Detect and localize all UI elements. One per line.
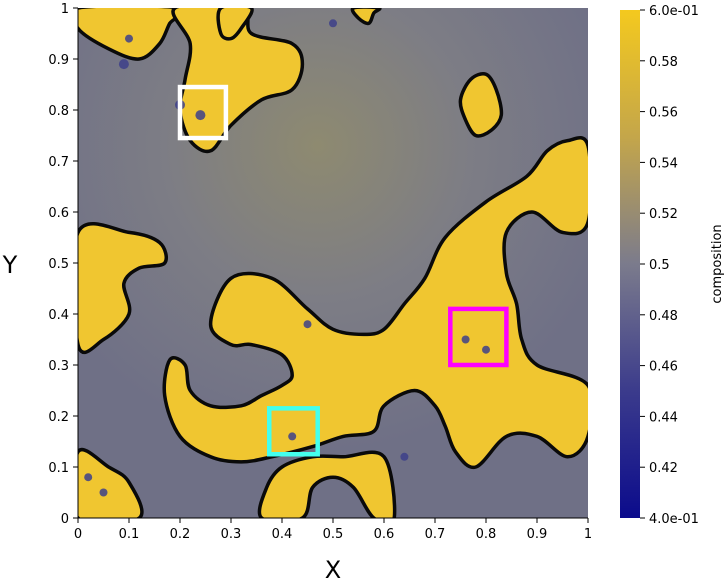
x-tick-label: 0 [74,527,82,542]
x-tick-label: 0.7 [425,527,446,542]
region-top-middle-blob [216,8,254,41]
y-tick-label: 0.5 [48,257,69,272]
colorbar-tick-label: 0.42 [649,461,678,476]
composition-dot [288,432,297,441]
composition-dot [195,110,206,121]
composition-dot [99,488,108,497]
colorbar-tick-label: 0.44 [649,410,678,425]
y-tick-label: 0 [61,512,69,527]
x-tick-label: 0.8 [476,527,497,542]
composition-dot [84,473,93,482]
y-tick-label: 0.2 [48,410,69,425]
region-left-mid-band [78,221,168,354]
y-tick-label: 1 [61,2,69,17]
colorbar-tick-label: 0.52 [649,207,678,222]
white-box [177,84,229,141]
y-tick-label: 0.1 [48,461,69,476]
plot-area [78,8,588,518]
composition-dot [118,59,129,70]
colorbar-tick-label: 0.46 [649,360,678,375]
colorbar-tick-label: 0.56 [649,106,678,121]
composition-dot [303,320,312,329]
phase-regions [78,8,588,518]
composition-dot [329,19,337,28]
colorbar-ticks: 6.0e-01 0.58 0.56 0.54 0.52 0.5 0.48 0.46 0.44 0.… [640,4,699,527]
x-tick-label: 0.3 [221,527,242,542]
highlight-boxes [177,84,509,457]
y-tick-label: 0.8 [48,104,69,119]
colorbar-tick-label: 0.58 [649,55,678,70]
x-tick-label: 0.1 [119,527,140,542]
y-axis-title: Y [2,251,18,279]
colorbar-tick-label: 0.54 [649,156,678,171]
region-center-network [162,136,588,470]
colorbar-tick-label: 4.0e-01 [649,512,699,527]
x-tick-label: 0.2 [170,527,191,542]
colorbar-tick-label: 0.5 [649,258,670,273]
x-tick-label: 0.9 [527,527,548,542]
y-tick-label: 0.3 [48,359,69,374]
y-tick-label: 0.6 [48,206,69,221]
x-axis-title: X [325,556,341,580]
y-axis: 0 0.1 0.2 0.3 0.4 0.5 0.6 0.7 0.8 0.9 1 [48,2,79,527]
x-tick-label: 1 [584,527,592,542]
composition-dot [461,335,470,344]
composition-dot [125,34,133,43]
composition-dot [400,452,409,461]
magenta-box [448,306,509,368]
colorbar-tick-label: 0.48 [649,309,678,324]
cyan-box [267,406,320,457]
y-tick-label: 0.4 [48,308,69,323]
region-bottom-left-arm [78,447,144,518]
region-top-left-body [171,8,305,154]
region-top-right-arm [350,8,382,26]
x-axis: 0 0.1 0.2 0.3 0.4 0.5 0.6 0.7 0.8 0.9 1 [74,517,592,542]
region-top-left-arm [78,8,188,61]
x-tick-label: 0.4 [272,527,293,542]
y-tick-label: 0.9 [48,53,69,68]
region-oval-right [458,72,504,138]
colorbar-tick-label: 6.0e-01 [649,4,699,19]
y-tick-label: 0.7 [48,155,69,170]
colorbar-ramp [620,10,640,518]
x-tick-label: 0.6 [374,527,395,542]
colorbar: 6.0e-01 0.58 0.56 0.54 0.52 0.5 0.48 0.46 0.44 0.… [620,4,725,527]
composition-dots [84,19,490,497]
x-tick-label: 0.5 [323,527,344,542]
composition-dot [482,345,490,354]
colorbar-title: composition [710,224,725,303]
